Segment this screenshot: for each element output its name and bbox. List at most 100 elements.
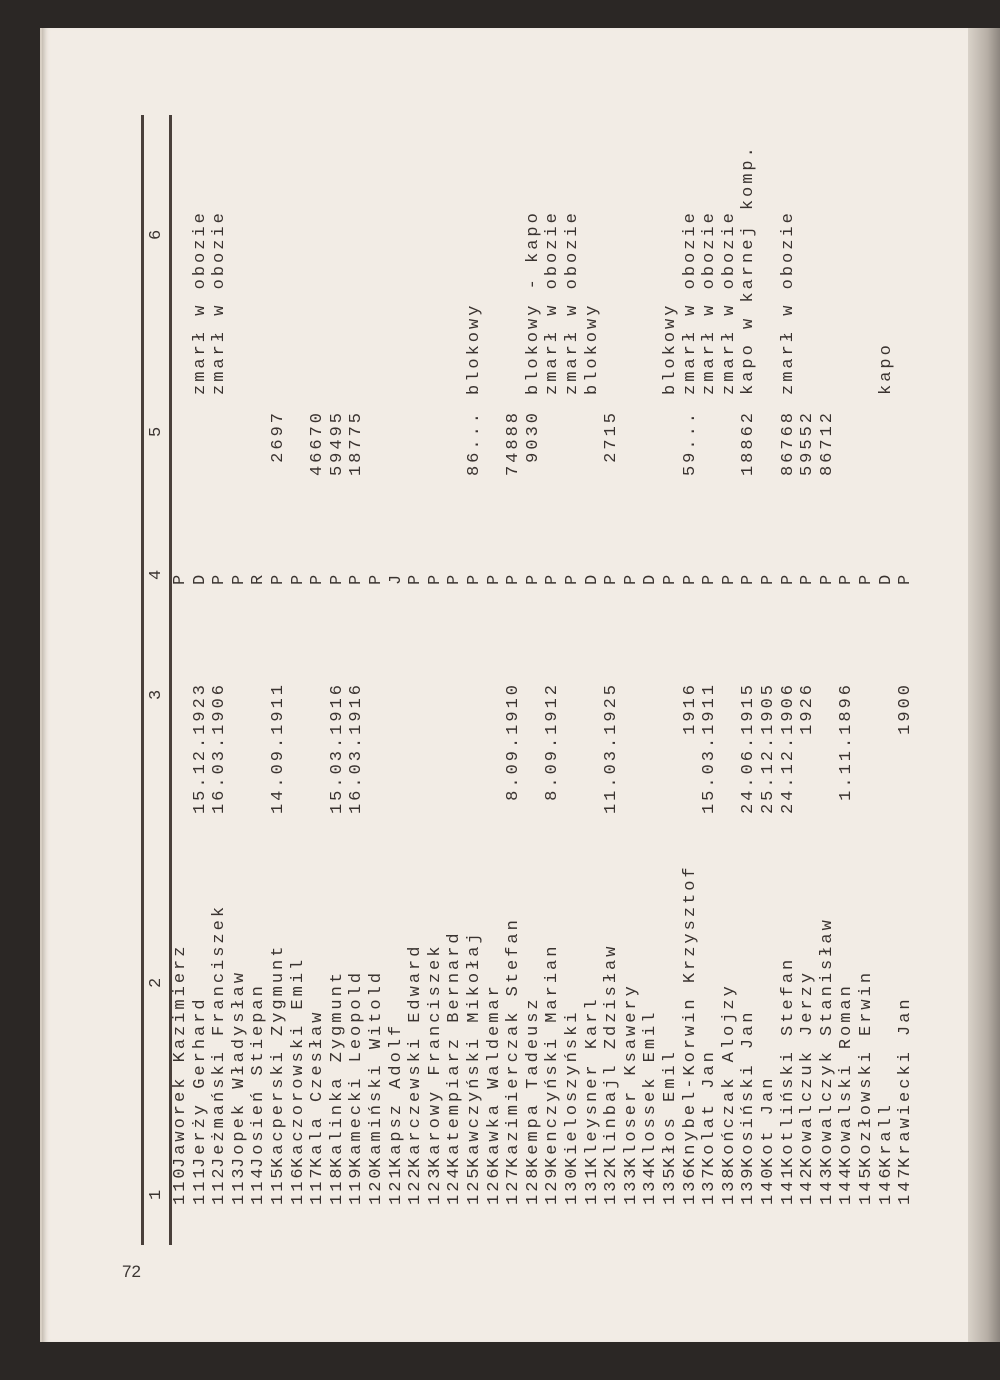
birth-date: 8.09.1912: [543, 682, 563, 801]
person-name: Kamecki Leopold: [347, 969, 367, 1168]
birth-date: 15.03.1911: [700, 682, 720, 815]
category: P: [465, 571, 484, 585]
person-name: Kempa Tadeusz: [523, 996, 543, 1168]
category: P: [367, 571, 386, 585]
remark: kapo: [876, 342, 896, 395]
camp-number: 59...: [680, 410, 700, 477]
person-name: Kolat Jan: [700, 1049, 720, 1168]
book-page: [40, 28, 982, 1342]
birth-date: 15.03.1916: [327, 682, 347, 815]
person-name: Kala Czesław: [308, 1009, 328, 1168]
camp-number: 86712: [817, 410, 837, 477]
camp-number: 59495: [327, 410, 347, 477]
birth-date: 25.12.1905: [759, 682, 778, 815]
remark: blokowy: [661, 302, 680, 395]
category: D: [876, 571, 896, 585]
person-name: Kenczyński Marian: [543, 943, 563, 1168]
remark: zmarł w obozie: [778, 210, 798, 395]
person-name: Kloser Ksawery: [621, 983, 641, 1168]
category: P: [857, 571, 876, 585]
category: D: [582, 571, 602, 585]
person-name: Klinbajl Zdzisław: [602, 943, 622, 1168]
birth-date: 1900: [896, 682, 916, 735]
page-number: 72: [122, 1262, 141, 1281]
person-name: Kowalczuk Jerzy: [798, 969, 818, 1168]
remark: zmarł w obozie: [543, 210, 563, 395]
person-name: Kowalski Roman: [837, 983, 857, 1168]
category: P: [327, 571, 347, 585]
person-name: Knybel-Korwin Krzysztof: [680, 864, 700, 1168]
category: R: [249, 571, 269, 585]
person-name: Kieloszyński: [563, 1009, 582, 1168]
category: P: [563, 571, 582, 585]
column-header-6: 6: [147, 229, 166, 240]
person-name: Jopek Władysław: [229, 969, 249, 1168]
category: P: [445, 571, 465, 585]
person-name: Kot Jan: [759, 1075, 778, 1168]
person-name: Krawiecki Jan: [896, 996, 916, 1168]
person-name: Kawka Waldemar: [484, 983, 504, 1168]
birth-date: 16.03.1906: [210, 682, 230, 815]
birth-date: 11.03.1925: [602, 682, 622, 815]
camp-number: 59552: [798, 410, 818, 477]
person-name: Kozłowski Erwin: [857, 969, 876, 1168]
person-name: Jerży Gerhard: [190, 996, 210, 1168]
column-header-3: 3: [147, 689, 166, 700]
birth-date: 1916: [680, 682, 700, 735]
person-name: Kacperski Zygmunt: [269, 943, 288, 1168]
birth-date: 1926: [798, 682, 818, 735]
camp-number: 46670: [308, 410, 328, 477]
camp-number: 74888: [504, 410, 524, 477]
category: P: [661, 571, 680, 585]
person-name: Katempiarz Bernard: [445, 930, 465, 1168]
person-name: Kawczyński Mikołaj: [465, 930, 484, 1168]
category: P: [759, 571, 778, 585]
person-name: Jeżmański Franciszek: [210, 903, 230, 1168]
category: P: [347, 571, 367, 585]
person-name: Kalinka Zygmunt: [327, 969, 347, 1168]
birth-date: 8.09.1910: [504, 682, 524, 801]
category: P: [269, 571, 288, 585]
remark: kapo w karnej komp.: [739, 144, 759, 395]
person-name: Karczewski Edward: [406, 943, 426, 1168]
column-header-5: 5: [147, 426, 166, 437]
remark: zmarł w obozie: [700, 210, 720, 395]
remark: zmarł w obozie: [563, 210, 582, 395]
person-name: Kończak Alojzy: [719, 983, 739, 1168]
category: P: [484, 571, 504, 585]
person-name: Krall: [876, 1101, 896, 1168]
category: P: [817, 571, 837, 585]
remark: blokowy: [582, 302, 602, 395]
category: P: [621, 571, 641, 585]
person-name: Kowalczyk Stanisław: [817, 917, 837, 1168]
birth-date: 24.06.1915: [739, 682, 759, 815]
category: P: [308, 571, 328, 585]
remark: zmarł w obozie: [719, 210, 739, 395]
birth-date: 24.12.1906: [778, 682, 798, 815]
birth-date: 15.12.1923: [190, 682, 210, 815]
birth-date: 1.11.1896: [837, 682, 857, 801]
category: P: [602, 571, 622, 585]
person-name: Kamiński Witold: [367, 969, 386, 1168]
person-name: Kosiński Jan: [739, 1009, 759, 1168]
remark: blokowy - kapo: [523, 210, 543, 395]
camp-number: 18862: [739, 410, 759, 477]
remark: zmarł w obozie: [680, 210, 700, 395]
category: D: [641, 571, 661, 585]
category: P: [680, 571, 700, 585]
column-header-4: 4: [147, 569, 166, 580]
table-top-rule: [141, 115, 144, 1245]
category: P: [171, 571, 190, 585]
camp-number: 86...: [465, 410, 484, 477]
category: P: [425, 571, 445, 585]
remark: zmarł w obozie: [210, 210, 230, 395]
person-name: Jaworek Kazimierz: [171, 943, 190, 1168]
category: P: [406, 571, 426, 585]
category: P: [719, 571, 739, 585]
category: P: [504, 571, 524, 585]
category: P: [778, 571, 798, 585]
category: D: [190, 571, 210, 585]
category: P: [896, 571, 916, 585]
category: P: [798, 571, 818, 585]
camp-number: 2715: [602, 410, 622, 463]
